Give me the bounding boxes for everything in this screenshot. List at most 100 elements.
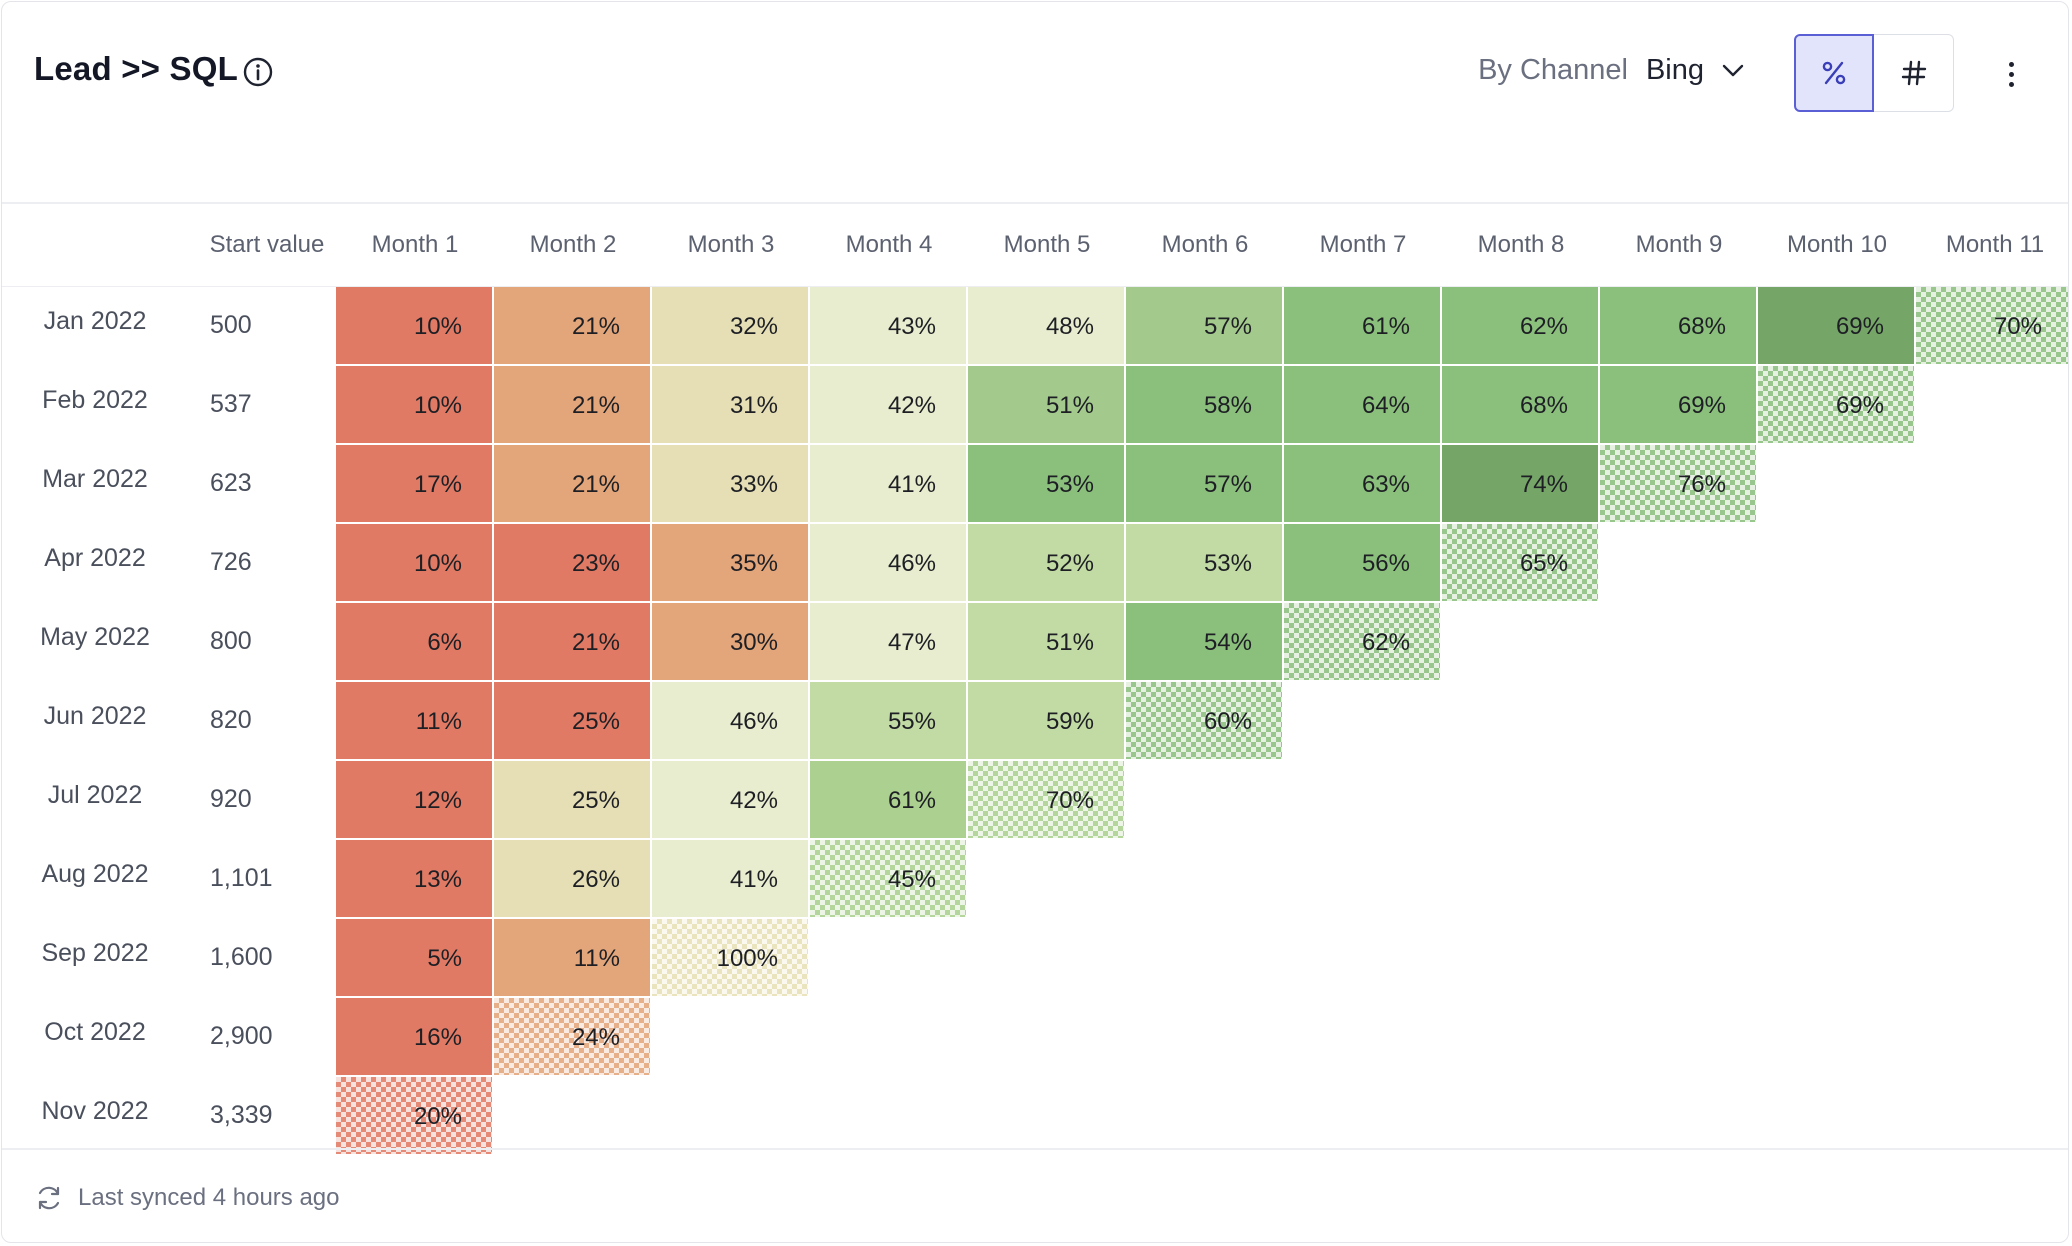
heatmap-cell[interactable]: 46% <box>652 682 810 761</box>
heatmap-cell[interactable]: 21% <box>494 603 652 682</box>
heatmap-cell[interactable]: 42% <box>652 761 810 840</box>
channel-select[interactable]: Bing <box>1646 54 1744 87</box>
heatmap-cell[interactable]: 25% <box>494 761 652 840</box>
sync-icon[interactable] <box>34 1183 64 1213</box>
cohort-start-value: 1,101 <box>210 864 273 892</box>
heatmap-cell[interactable]: 30% <box>652 603 810 682</box>
heatmap-cell[interactable]: 69% <box>1758 366 1916 445</box>
last-synced-text: Last synced 4 hours ago <box>78 1184 340 1211</box>
heatmap-cell[interactable]: 32% <box>652 287 810 366</box>
column-header-month-11: Month 11 <box>1945 231 2045 258</box>
heatmap-cell[interactable]: 51% <box>968 603 1126 682</box>
heatmap-cell[interactable]: 24% <box>494 998 652 1077</box>
cohort-row-label: Aug 2022 <box>41 860 149 888</box>
cohort-row-label: Mar 2022 <box>42 465 148 493</box>
heatmap-cell[interactable]: 70% <box>968 761 1126 840</box>
heatmap-cell[interactable]: 53% <box>968 445 1126 524</box>
heatmap-cell[interactable]: 10% <box>336 287 494 366</box>
heatmap-cell[interactable]: 10% <box>336 524 494 603</box>
heatmap-cell[interactable]: 41% <box>810 445 968 524</box>
more-options-button[interactable] <box>1998 54 2024 94</box>
heatmap-cell[interactable]: 63% <box>1284 445 1442 524</box>
heatmap-cell[interactable]: 56% <box>1284 524 1442 603</box>
value-mode-toggle: % # <box>1794 34 1954 112</box>
heatmap-cell[interactable]: 11% <box>336 682 494 761</box>
heatmap-cell[interactable]: 52% <box>968 524 1126 603</box>
cohort-row-label: Jun 2022 <box>43 702 147 730</box>
heatmap-cell[interactable]: 62% <box>1442 287 1600 366</box>
heatmap-cell[interactable]: 11% <box>494 919 652 998</box>
heatmap-cell[interactable]: 6% <box>336 603 494 682</box>
cohort-start-value: 800 <box>210 627 252 655</box>
heatmap-cell[interactable]: 21% <box>494 445 652 524</box>
cohort-row-label: Sep 2022 <box>41 939 149 967</box>
heatmap-cell[interactable]: 46% <box>810 524 968 603</box>
heatmap-cell[interactable]: 47% <box>810 603 968 682</box>
heatmap-cell[interactable]: 21% <box>494 366 652 445</box>
cohort-row-label: Apr 2022 <box>44 544 146 572</box>
heatmap-cell[interactable]: 59% <box>968 682 1126 761</box>
column-header-start-value: Start value <box>209 231 325 258</box>
hash-icon <box>1901 60 1926 86</box>
cohort-start-value: 820 <box>210 706 252 734</box>
percent-mode-button[interactable]: % <box>1794 34 1874 112</box>
heatmap-cell[interactable]: 65% <box>1442 524 1600 603</box>
cohort-row-label: Oct 2022 <box>44 1018 146 1046</box>
heatmap-cell[interactable]: 41% <box>652 840 810 919</box>
heatmap-cell[interactable]: 16% <box>336 998 494 1077</box>
cohort-start-value: 3,339 <box>210 1101 273 1129</box>
heatmap-cell[interactable]: 26% <box>494 840 652 919</box>
cohort-start-value: 1,600 <box>210 943 273 971</box>
heatmap-cell[interactable]: 62% <box>1284 603 1442 682</box>
heatmap-cell[interactable]: 48% <box>968 287 1126 366</box>
cohort-row-label: Jan 2022 <box>43 307 147 335</box>
heatmap-cell[interactable]: 53% <box>1126 524 1284 603</box>
heatmap-cell[interactable]: 35% <box>652 524 810 603</box>
cohort-start-value: 726 <box>210 548 252 576</box>
heatmap-cell[interactable]: 60% <box>1126 682 1284 761</box>
channel-select-value: Bing <box>1645 54 1704 86</box>
heatmap-cell[interactable]: 69% <box>1758 287 1916 366</box>
heatmap-cell[interactable]: 68% <box>1442 366 1600 445</box>
heatmap-cell[interactable]: 20% <box>336 1077 494 1156</box>
heatmap-cell[interactable]: 43% <box>810 287 968 366</box>
heatmap-cell[interactable]: 64% <box>1284 366 1442 445</box>
heatmap-cell[interactable]: 74% <box>1442 445 1600 524</box>
heatmap-cell[interactable]: 100% <box>652 919 810 998</box>
column-header-month-7: Month 7 <box>1319 231 1407 258</box>
heatmap-cell[interactable]: 57% <box>1126 287 1284 366</box>
heatmap-cell[interactable]: 13% <box>336 840 494 919</box>
card-header: Lead >> SQL By Channel Bing % # <box>2 2 2068 202</box>
heatmap-cell[interactable]: 51% <box>968 366 1126 445</box>
heatmap-cell[interactable]: 12% <box>336 761 494 840</box>
heatmap-cell[interactable]: 69% <box>1600 366 1758 445</box>
heatmap-cell[interactable]: 23% <box>494 524 652 603</box>
heatmap-cell[interactable]: 21% <box>494 287 652 366</box>
heatmap-cell[interactable]: 25% <box>494 682 652 761</box>
column-header-row: Start value Month 1 Month 2 Month 3 Month 4 M… <box>2 204 2068 286</box>
heatmap-cell[interactable]: 42% <box>810 366 968 445</box>
heatmap-cell[interactable]: 61% <box>1284 287 1442 366</box>
cohort-start-value: 920 <box>210 785 252 813</box>
count-mode-button[interactable]: # <box>1874 34 1954 112</box>
heatmap-cell[interactable]: 70% <box>1916 287 2068 366</box>
heatmap-cell[interactable]: 58% <box>1126 366 1284 445</box>
heatmap-cell[interactable]: 5% <box>336 919 494 998</box>
column-header-month-10: Month 10 <box>1786 231 1888 258</box>
heatmap-cell[interactable]: 31% <box>652 366 810 445</box>
info-icon[interactable] <box>242 56 274 88</box>
heatmap-cell[interactable]: 61% <box>810 761 968 840</box>
heatmap-cell[interactable]: 57% <box>1126 445 1284 524</box>
heatmap-cell[interactable]: 17% <box>336 445 494 524</box>
heatmap-cell[interactable]: 68% <box>1600 287 1758 366</box>
heatmap-cell[interactable]: 55% <box>810 682 968 761</box>
heatmap-cell[interactable]: 76% <box>1600 445 1758 524</box>
cohort-start-value: 2,900 <box>210 1022 273 1050</box>
heatmap-cell[interactable]: 33% <box>652 445 810 524</box>
heatmap-cell[interactable]: 10% <box>336 366 494 445</box>
heatmap-cell[interactable]: 54% <box>1126 603 1284 682</box>
heatmap-cell[interactable]: 45% <box>810 840 968 919</box>
cohort-row-label: Jul 2022 <box>47 781 143 809</box>
group-by-label: By Channel <box>1478 54 1628 86</box>
